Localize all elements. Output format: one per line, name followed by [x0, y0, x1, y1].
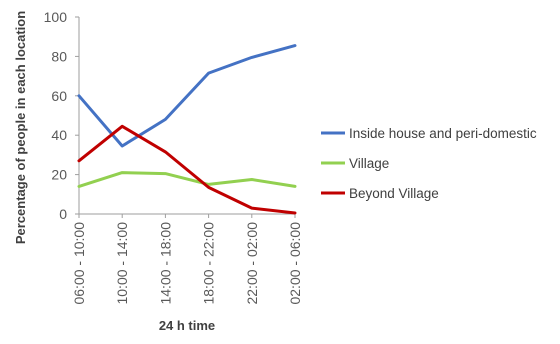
x-axis-title: 24 h time — [159, 318, 215, 333]
y-tick-labels: 0 20 40 60 80 100 — [44, 9, 79, 222]
series-line-2 — [77, 124, 297, 215]
x-tick-labels: 06:00 - 10:00 10:00 - 14:00 14:00 - 18:00 1… — [71, 214, 303, 305]
x-tick-label: 22:00 - 02:00 — [244, 222, 260, 305]
y-tick-label: 80 — [51, 48, 67, 64]
legend-label: Village — [349, 156, 389, 171]
x-tick-label: 10:00 - 14:00 — [114, 222, 130, 305]
series-line-0 — [77, 44, 297, 148]
x-tick-label: 14:00 - 18:00 — [157, 222, 173, 305]
legend-label: Inside house and peri-domestic — [349, 126, 537, 141]
y-tick-label: 100 — [44, 9, 68, 25]
legend: Inside house and peri-domestic Village Bey… — [321, 126, 537, 201]
y-tick-label: 60 — [51, 88, 67, 104]
series-lines — [77, 44, 297, 215]
x-tick-label: 02:00 - 06:00 — [287, 222, 303, 305]
legend-label: Beyond Village — [349, 186, 439, 201]
series-line-1 — [77, 171, 297, 188]
y-tick-label: 0 — [59, 206, 67, 222]
y-tick-label: 20 — [51, 167, 67, 183]
y-tick-label: 40 — [51, 127, 67, 143]
x-tick-label: 18:00 - 22:00 — [201, 222, 217, 305]
axes — [78, 17, 295, 215]
x-tick-label: 06:00 - 10:00 — [71, 222, 87, 305]
y-axis-title: Percentage of people in each location — [13, 11, 28, 244]
